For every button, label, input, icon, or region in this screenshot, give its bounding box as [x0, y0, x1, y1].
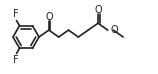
- Text: O: O: [111, 25, 118, 35]
- Text: F: F: [13, 9, 18, 19]
- Text: O: O: [95, 5, 103, 15]
- Text: O: O: [46, 12, 53, 22]
- Text: F: F: [13, 55, 18, 65]
